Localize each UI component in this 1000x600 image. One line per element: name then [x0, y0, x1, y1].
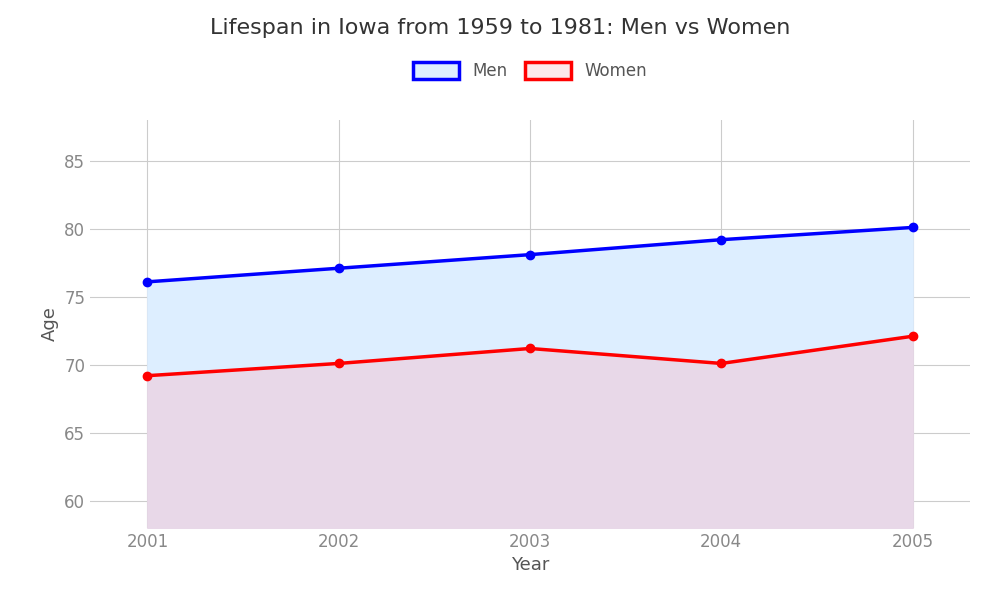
Legend: Men, Women: Men, Women [406, 55, 654, 86]
Text: Lifespan in Iowa from 1959 to 1981: Men vs Women: Lifespan in Iowa from 1959 to 1981: Men … [210, 18, 790, 38]
Y-axis label: Age: Age [41, 307, 59, 341]
X-axis label: Year: Year [511, 556, 549, 574]
